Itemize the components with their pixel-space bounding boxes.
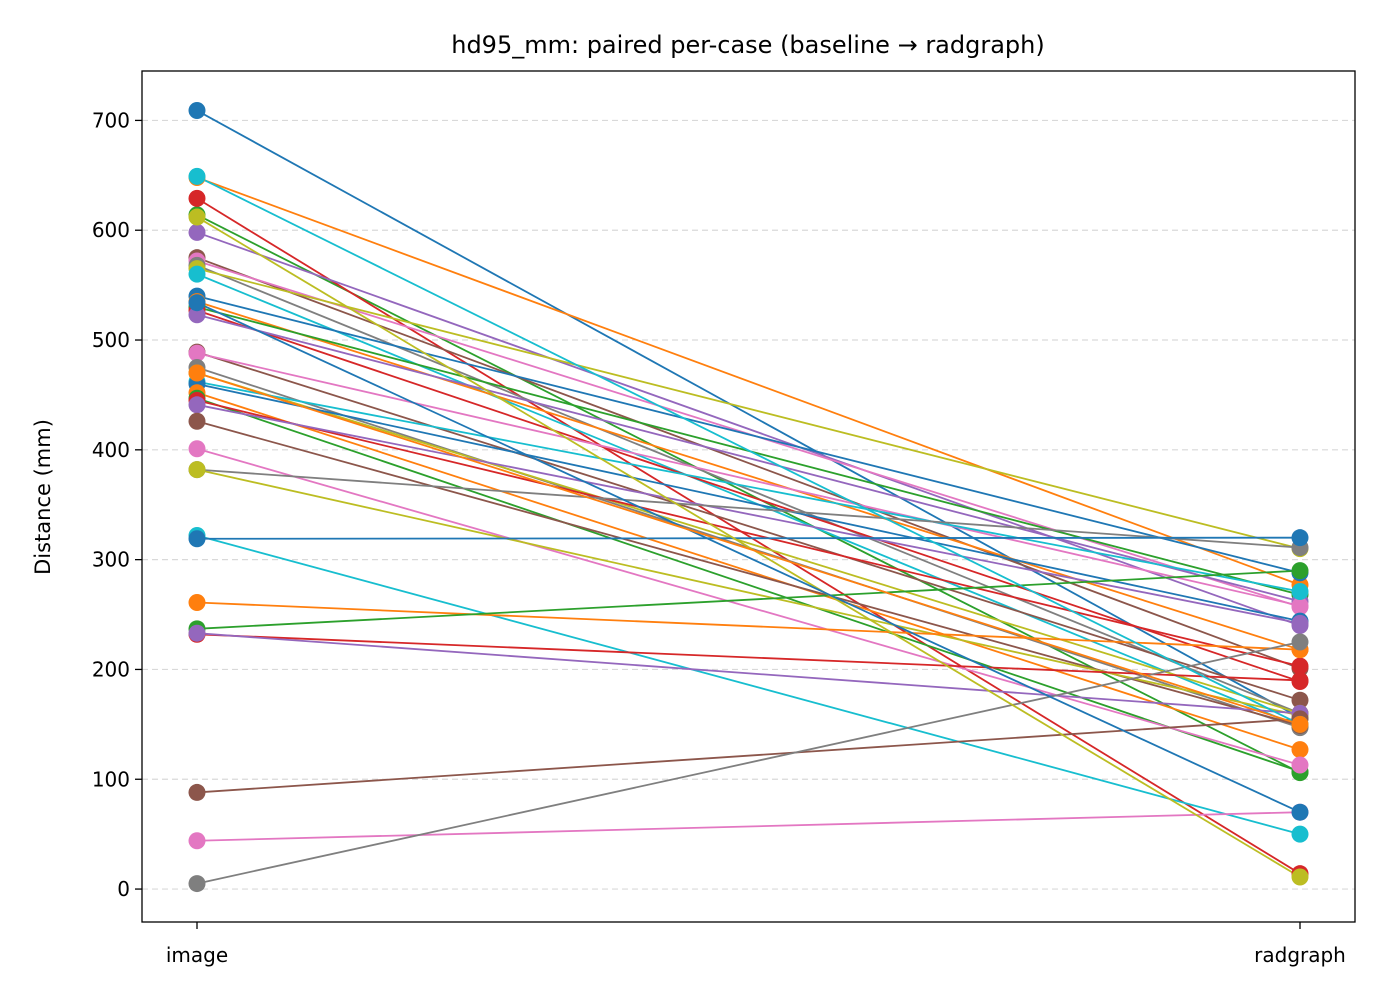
pair-line [196,214,1301,774]
pair-line [196,383,1301,623]
pair-line [196,569,1301,630]
point-image [188,102,206,120]
point-radgraph [1291,657,1309,675]
point-radgraph [1291,671,1309,689]
point-image [188,624,206,642]
point-radgraph [1291,756,1309,774]
point-radgraph [1291,741,1309,759]
point-image [188,396,206,414]
pair-line [196,397,1301,773]
point-image [188,189,206,207]
pair-line [196,391,1301,751]
y-tick-label: 0 [117,877,130,901]
point-image [188,208,206,226]
pair-line [196,231,1301,627]
pair-line [196,267,1301,550]
point-radgraph [1291,614,1309,632]
x-tick-label: image [166,943,228,967]
point-image [188,461,206,479]
y-tick-label: 100 [92,767,130,791]
pair-line [196,216,1301,878]
pair-line [196,264,1301,715]
pair-line [196,109,1301,719]
point-radgraph [1291,529,1309,547]
y-tick-label: 500 [92,328,130,352]
series-points [188,102,1309,893]
point-radgraph [1291,715,1309,733]
y-tick-label: 200 [92,657,130,681]
point-image [188,223,206,241]
pair-line [196,176,1301,586]
plot-frame [141,70,1356,923]
pair-line [196,175,1301,726]
y-tick-label: 400 [92,438,130,462]
pair-line [196,717,1301,794]
point-image [188,412,206,430]
point-image [188,530,206,548]
pair-line [196,536,1301,540]
point-radgraph [1291,633,1309,651]
point-image [188,832,206,850]
point-radgraph [1291,803,1309,821]
point-image [188,306,206,324]
pair-line [196,352,1301,607]
grid [142,119,1355,890]
pair-line [196,641,1301,885]
point-radgraph [1291,597,1309,615]
pair-line [196,399,1301,668]
pair-line [196,372,1301,726]
point-image [188,265,206,283]
point-image [188,783,206,801]
pair-line [196,468,1301,717]
pair-line [196,309,1301,683]
y-tick-label: 600 [92,218,130,242]
point-image [188,875,206,893]
y-axis-title: Distance (mm) [31,419,55,575]
y-tick-label: 700 [92,108,130,132]
y-tick-label: 300 [92,548,130,572]
point-image [188,344,206,362]
pair-line [196,313,1301,603]
pair-line [196,301,1301,814]
pair-line [196,403,1301,625]
pair-line [196,447,1301,766]
chart-title: hd95_mm: paired per-case (baseline → rad… [451,31,1045,59]
pair-line [196,468,1301,549]
point-radgraph [1291,582,1309,600]
x-axis: image radgraph [166,922,1346,967]
pair-line [196,273,1301,728]
pair-line [196,380,1301,593]
point-radgraph [1291,868,1309,886]
point-image [188,593,206,611]
x-tick-label: radgraph [1254,943,1346,967]
point-image [188,364,206,382]
y-axis: 0 100 200 300 400 500 600 700 [92,108,142,901]
pair-line [196,372,1301,715]
point-radgraph [1291,825,1309,843]
pair-line [196,601,1301,651]
pair-line [196,197,1301,875]
pair-line [196,295,1301,574]
pair-line [196,811,1301,842]
point-radgraph [1291,562,1309,580]
point-image [188,167,206,185]
point-image [188,440,206,458]
pair-line [196,633,1301,682]
pair-line [196,300,1301,651]
point-image [188,294,206,312]
pair-line [196,632,1301,715]
series-lines [196,109,1301,885]
pair-line [196,534,1301,836]
point-radgraph [1291,691,1309,709]
